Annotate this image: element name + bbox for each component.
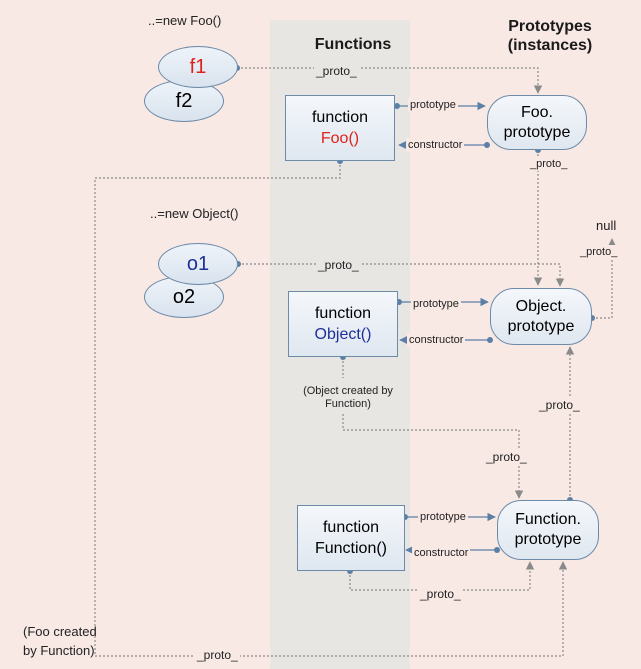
function-foo-box: function Foo() (285, 95, 395, 161)
foo-function-proto-label: _proto_ (195, 648, 240, 662)
foo-proto-dot (484, 142, 490, 148)
new-foo-note: ..=new Foo() (148, 13, 222, 28)
object-prototype-link-label: prototype (411, 297, 461, 311)
object-created-line1: (Object created by (303, 385, 393, 397)
function-function-line1: function (322, 519, 380, 536)
foo-created-note: (Foo created by Function) (23, 622, 133, 660)
instance-f1-label: f1 (189, 55, 207, 78)
instance-f2-label: f2 (175, 89, 193, 112)
foo-created-line2: by Function) (23, 643, 95, 658)
function-object-box: function Object() (288, 291, 398, 357)
instance-o1-label: o1 (186, 252, 210, 275)
f1-to-foo-prototype (237, 67, 543, 94)
instance-f1: f1 (158, 46, 238, 88)
object-constructor-link-label: constructor (407, 333, 466, 347)
function-prototype-link-label: prototype (418, 510, 468, 524)
f1-proto-label: _proto_ (314, 64, 359, 78)
new-object-note: ..=new Object() (150, 206, 239, 221)
function-prototype-line1: Function. (515, 511, 581, 528)
function-prototype-box: Function. prototype (497, 500, 599, 560)
prototypes-header-line1: Prototypes (508, 18, 592, 35)
instance-o1: o1 (158, 243, 238, 285)
function-function-box: function Function() (297, 505, 405, 571)
instance-o2-label: o2 (172, 285, 196, 308)
object-created-line2: Function) (325, 398, 371, 410)
prototypes-header-line2: (instances) (507, 37, 593, 54)
instance-f2: f2 (144, 80, 224, 122)
function-foo-line2: Foo() (320, 130, 360, 147)
o1-proto-label: _proto_ (316, 258, 361, 272)
function-function-line2: Function() (314, 540, 388, 557)
foo-prototype-link-label: prototype (408, 98, 458, 112)
object-function-proto-label: _proto_ (484, 450, 529, 464)
foo-created-line1: (Foo created (23, 624, 97, 639)
foo-box-dot (394, 103, 400, 109)
object-prototype-line1: Object. (515, 297, 567, 315)
foo-prototype-line1: Foo. (520, 103, 553, 121)
foo-constructor-link-label: constructor (406, 138, 465, 152)
object-proto-dot (487, 337, 493, 343)
object-created-note: (Object created by Function) (285, 385, 411, 411)
function-object-line1: function (314, 305, 372, 322)
object-prototype-proto-null-label: _proto_ (578, 245, 620, 259)
function-prototype-proto-label: _proto_ (537, 398, 582, 412)
functions-header: Functions (314, 36, 392, 53)
object-prototype-box: Object. prototype (490, 288, 592, 345)
foo-prototype-line2: prototype (503, 123, 571, 141)
object-prototype-to-null (592, 238, 617, 319)
function-self-proto-label: _proto_ (418, 587, 463, 601)
object-to-function-prototype (342, 357, 519, 498)
o1-to-object-prototype (238, 263, 565, 287)
function-foo-line1: function (311, 109, 369, 126)
null-label: null (596, 218, 617, 233)
foo-prototype-box: Foo. prototype (487, 95, 587, 150)
function-proto-dot (494, 547, 500, 553)
foo-to-function-prototype (94, 161, 568, 657)
function-object-line2: Object() (314, 326, 372, 343)
function-prototype-line2: prototype (514, 531, 582, 548)
function-constructor-link-label: constructor (412, 546, 471, 560)
object-prototype-line2: prototype (507, 317, 575, 335)
prototypes-header: Prototypes (instances) (480, 17, 620, 55)
foo-prototype-proto-label: _proto_ (528, 157, 570, 171)
